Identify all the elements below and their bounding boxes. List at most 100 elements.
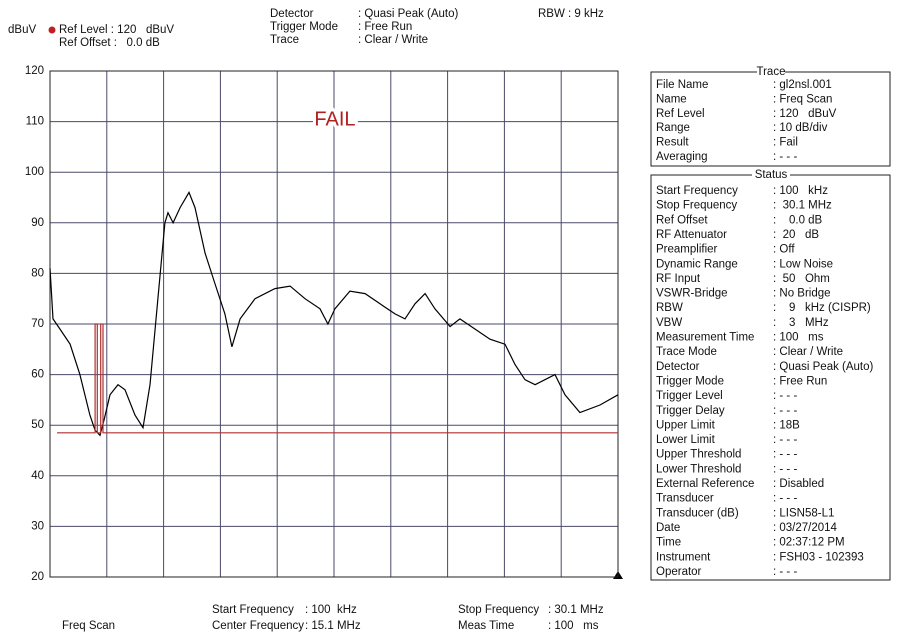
panel-value: : Off — [773, 244, 795, 256]
panel-value: : gl2nsl.001 — [773, 79, 832, 91]
panel-label: Lower Threshold — [656, 463, 741, 475]
panel-label: VSWR-Bridge — [656, 288, 728, 300]
panel-label: Start Frequency — [656, 185, 738, 197]
panel-label: Stop Frequency — [656, 200, 737, 212]
panel-value: : 30.1 MHz — [773, 200, 832, 212]
panel-label: Result — [656, 137, 689, 149]
footer-label: Stop Frequency — [458, 604, 539, 616]
ref-offset: Ref Offset : 0.0 dB — [59, 37, 160, 49]
panel-value: : - - - — [773, 151, 797, 163]
panel-value: : LISN58-L1 — [773, 507, 834, 519]
trace-line — [49, 191, 619, 437]
setting-value: : Free Run — [358, 21, 412, 33]
panel-label: Upper Limit — [656, 419, 716, 431]
panel-value: : Freq Scan — [773, 93, 832, 105]
panel-label: Operator — [656, 566, 702, 578]
y-tick-label: 100 — [25, 166, 44, 178]
footer-value: : 100 ms — [548, 620, 599, 632]
footer-label: Start Frequency — [212, 604, 294, 616]
setting-label: Trigger Mode — [270, 21, 338, 33]
panel-value: : - - - — [773, 405, 797, 417]
panel-value: : Low Noise — [773, 258, 833, 270]
y-tick-label: 50 — [31, 419, 44, 431]
panel-label: Name — [656, 93, 687, 105]
panel-label: Date — [656, 522, 680, 534]
panel-label: Trigger Level — [656, 390, 723, 402]
fail-annotation: FAIL — [314, 108, 355, 130]
y-tick-label: 90 — [31, 217, 44, 229]
panel-value: : - - - — [773, 390, 797, 402]
panel-value: : - - - — [773, 449, 797, 461]
panel-value: : Disabled — [773, 478, 824, 490]
panel-value: : 02:37:12 PM — [773, 537, 845, 549]
footer-value: : 30.1 MHz — [548, 604, 604, 616]
panel-label: RF Input — [656, 273, 701, 285]
y-tick-label: 40 — [31, 470, 44, 482]
panel-value: : No Bridge — [773, 288, 831, 300]
panel-label: Transducer — [656, 493, 714, 505]
panel-value: : 9 kHz (CISPR) — [773, 302, 871, 314]
panel-label: Trigger Mode — [656, 375, 724, 387]
title-bg — [752, 169, 790, 181]
panel-label: Measurement Time — [656, 332, 754, 344]
setting-value: : Clear / Write — [358, 34, 428, 46]
panel-label: Detector — [656, 361, 700, 373]
panel-value: : FSH03 - 102393 — [773, 551, 864, 563]
panel-label: RBW — [656, 302, 683, 314]
panel-label: External Reference — [656, 478, 754, 490]
trace-title: Trace — [757, 66, 786, 78]
panel-value: : Clear / Write — [773, 346, 843, 358]
y-tick-label: 120 — [25, 65, 44, 77]
panel-label: Trace Mode — [656, 346, 717, 358]
panel-label: Ref Level — [656, 108, 705, 120]
status-title: Status — [755, 169, 788, 181]
y-unit: dBuV — [8, 24, 36, 36]
ref-level: Ref Level : 120 dBuV — [59, 24, 174, 36]
panel-value: : 0.0 dB — [773, 214, 823, 226]
panel-value: : - - - — [773, 463, 797, 475]
panel-label: Transducer (dB) — [656, 507, 739, 519]
panel-value: : 3 MHz — [773, 317, 829, 329]
ref-marker — [48, 26, 56, 34]
panel-value: : 10 dB/div — [773, 122, 828, 134]
y-tick-label: 60 — [31, 369, 44, 381]
panel-value: : 120 dBuV — [773, 108, 837, 120]
panel-value: : - - - — [773, 434, 797, 446]
panel-value: : Quasi Peak (Auto) — [773, 361, 874, 373]
setting-label: Trace — [270, 34, 299, 46]
panel-label: Trigger Delay — [656, 405, 725, 417]
panel-value: : 20 dB — [773, 229, 819, 241]
footer-value: : 15.1 MHz — [305, 620, 361, 632]
panel-label: RF Attenuator — [656, 229, 727, 241]
panel-value: : Fail — [773, 137, 798, 149]
title-bg — [757, 66, 785, 78]
setting-label: Detector — [270, 8, 314, 20]
rbw: RBW : 9 kHz — [538, 8, 604, 20]
panel-value: : - - - — [773, 493, 797, 505]
panel-label: Time — [656, 537, 681, 549]
panel-label: Dynamic Range — [656, 258, 738, 270]
panel-value: : 100 ms — [773, 332, 824, 344]
y-tick-label: 110 — [26, 116, 44, 128]
plot-frame — [49, 70, 619, 578]
y-tick-label: 70 — [31, 318, 44, 330]
panel-value: : 100 kHz — [773, 185, 828, 197]
panel-label: Upper Threshold — [656, 449, 741, 461]
setting-value: : Quasi Peak (Auto) — [358, 8, 459, 20]
panel-label: VBW — [656, 317, 682, 329]
y-tick-label: 80 — [31, 267, 44, 279]
panel-label: Range — [656, 122, 690, 134]
panel-label: File Name — [656, 79, 708, 91]
mode: Freq Scan — [62, 620, 115, 632]
footer-label: Center Frequency — [212, 620, 304, 632]
panel-value: : 50 Ohm — [773, 273, 830, 285]
panel-label: Ref Offset — [656, 214, 708, 226]
panel-value: : 18B — [773, 419, 800, 431]
panel-value: : Free Run — [773, 375, 827, 387]
y-tick-label: 30 — [31, 520, 44, 532]
panel-label: Averaging — [656, 151, 708, 163]
panel-label: Preamplifier — [656, 244, 718, 256]
y-tick-label: 20 — [31, 571, 44, 583]
panel-value: : - - - — [773, 566, 797, 578]
